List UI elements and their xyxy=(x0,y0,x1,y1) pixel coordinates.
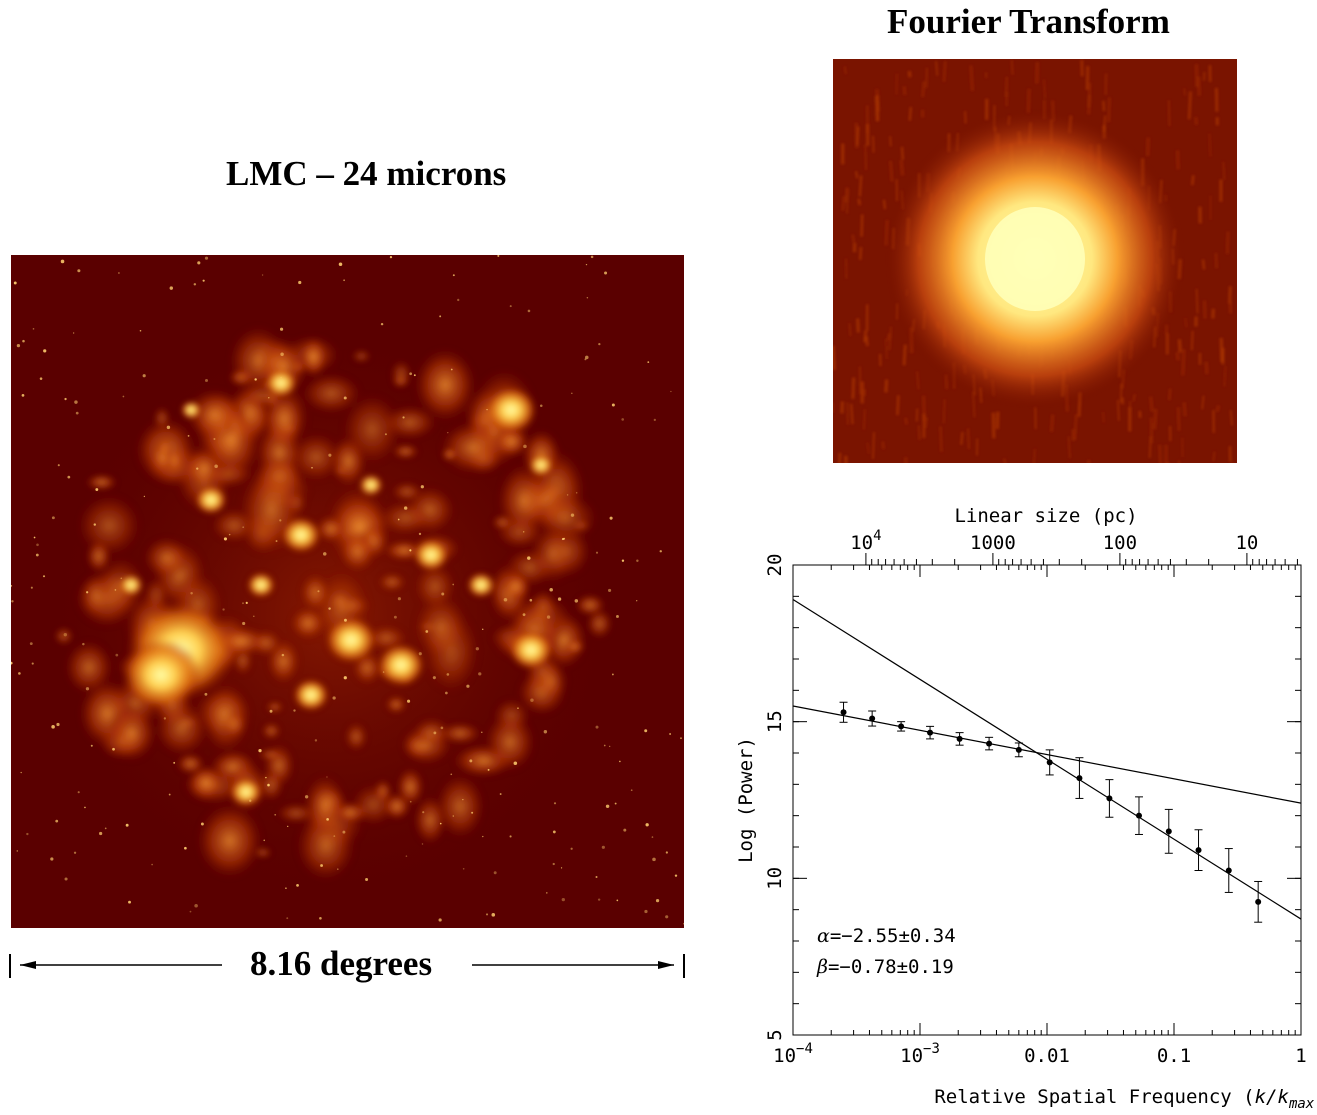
data-point xyxy=(956,735,963,742)
x-axis-label: Relative Spatial Frequency (k/kmax) xyxy=(934,1086,1317,1112)
data-point xyxy=(1015,746,1022,753)
fit-line xyxy=(792,705,1302,804)
data-point xyxy=(986,740,993,747)
data-point xyxy=(1106,795,1113,802)
data-point xyxy=(1165,828,1172,835)
x-tick-label: 10−3 xyxy=(900,1041,940,1067)
top-tick-label: 10 xyxy=(1235,532,1258,554)
data-point xyxy=(898,723,905,730)
x-tick-label: 0.1 xyxy=(1157,1045,1191,1067)
data-point xyxy=(1255,898,1262,905)
scale-right-arrowhead xyxy=(658,961,674,969)
scale-bar xyxy=(9,954,685,978)
data-point xyxy=(1135,812,1142,819)
fit-annotation: β=−0.78±0.19 xyxy=(816,956,954,978)
fourier-title: Fourier Transform xyxy=(887,2,1170,41)
y-tick-label: 15 xyxy=(764,710,786,733)
lmc-image xyxy=(11,255,684,928)
top-tick-label: 104 xyxy=(850,528,881,554)
top-axis-label: Linear size (pc) xyxy=(954,505,1137,527)
y-tick-label: 20 xyxy=(764,554,786,577)
data-point xyxy=(840,709,847,716)
data-point xyxy=(1225,867,1232,874)
data-point xyxy=(1046,759,1053,766)
data-point xyxy=(1195,847,1202,854)
data-point xyxy=(927,729,934,736)
y-axis-label: Log (Power) xyxy=(735,737,757,863)
y-tick-label: 10 xyxy=(764,867,786,890)
fit-annotation: α=−2.55±0.34 xyxy=(817,925,956,947)
fit-line xyxy=(792,598,1302,920)
y-tick-label: 5 xyxy=(764,1029,786,1040)
x-tick-label: 10−4 xyxy=(773,1041,813,1067)
x-tick-label: 0.01 xyxy=(1024,1045,1070,1067)
x-tick-label: 1 xyxy=(1295,1045,1306,1067)
scale-left-arrowhead xyxy=(20,961,36,969)
top-tick-label: 100 xyxy=(1103,532,1137,554)
data-point xyxy=(1076,775,1083,782)
lmc-title: LMC – 24 microns xyxy=(226,154,507,193)
top-tick-label: 1000 xyxy=(970,532,1016,554)
data-point xyxy=(869,715,876,722)
scale-label: 8.16 degrees xyxy=(250,944,433,983)
fourier-image xyxy=(833,59,1237,463)
